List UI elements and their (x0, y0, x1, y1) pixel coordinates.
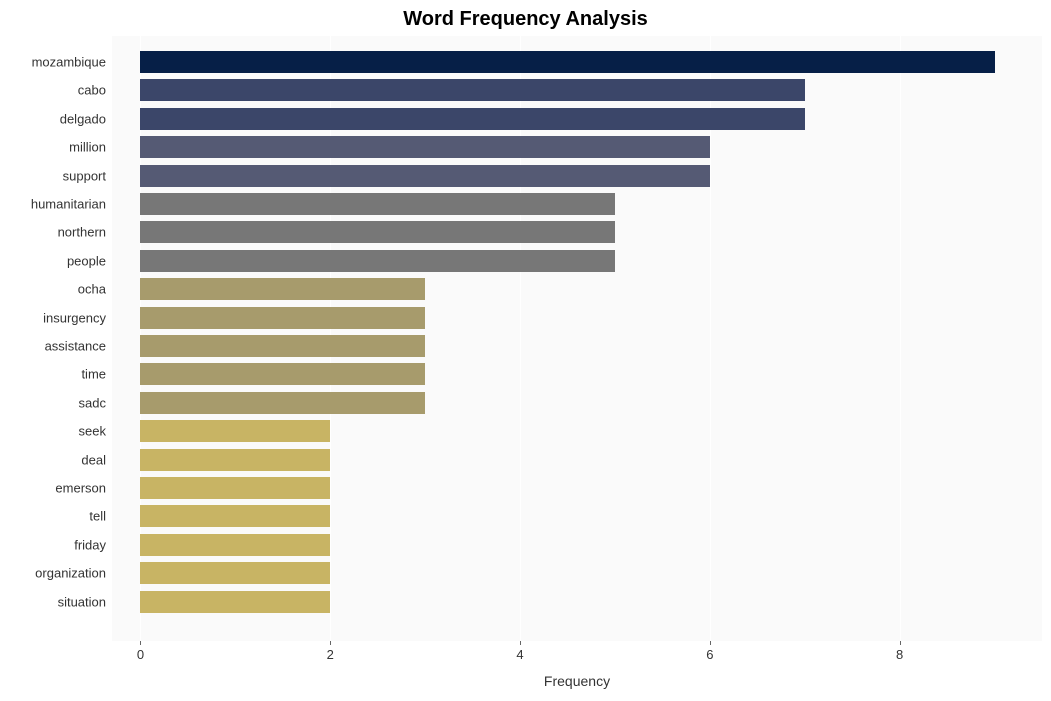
y-tick-label: tell (89, 509, 106, 524)
y-tick-label: sadc (79, 395, 106, 410)
bar (140, 165, 709, 187)
bar (140, 449, 330, 471)
bar (140, 193, 614, 215)
chart-container: Word Frequency Analysis Frequency 02468m… (0, 0, 1051, 701)
bar (140, 307, 425, 329)
y-tick-label: organization (35, 566, 106, 581)
x-tick-mark (900, 641, 901, 645)
chart-title: Word Frequency Analysis (0, 8, 1051, 31)
y-tick-label: ocha (78, 282, 106, 297)
bar (140, 562, 330, 584)
bar (140, 335, 425, 357)
bar (140, 136, 709, 158)
plot-area: Frequency 02468mozambiquecabodelgadomill… (112, 36, 1042, 641)
x-tick-mark (330, 641, 331, 645)
y-tick-label: support (63, 168, 106, 183)
bar (140, 221, 614, 243)
x-tick-mark (140, 641, 141, 645)
bar (140, 51, 994, 73)
x-tick-label: 6 (706, 647, 713, 662)
bar (140, 392, 425, 414)
x-tick-label: 0 (137, 647, 144, 662)
bar (140, 108, 804, 130)
bar (140, 79, 804, 101)
bar (140, 363, 425, 385)
y-tick-label: mozambique (32, 55, 106, 70)
y-tick-label: delgado (60, 111, 106, 126)
x-axis-label: Frequency (544, 673, 610, 689)
y-tick-label: time (81, 367, 106, 382)
bar (140, 420, 330, 442)
bar (140, 250, 614, 272)
bar (140, 591, 330, 613)
y-tick-label: insurgency (43, 310, 106, 325)
x-tick-label: 2 (327, 647, 334, 662)
bar (140, 278, 425, 300)
x-tick-mark (520, 641, 521, 645)
x-tick-label: 8 (896, 647, 903, 662)
y-tick-label: emerson (55, 481, 106, 496)
x-tick-label: 4 (516, 647, 523, 662)
x-tick-mark (710, 641, 711, 645)
y-tick-label: million (69, 140, 106, 155)
y-tick-label: seek (79, 424, 106, 439)
y-tick-label: assistance (45, 339, 106, 354)
bar (140, 534, 330, 556)
y-tick-label: cabo (78, 83, 106, 98)
x-gridline (900, 36, 901, 641)
y-tick-label: northern (58, 225, 106, 240)
bar (140, 505, 330, 527)
y-tick-label: situation (58, 594, 106, 609)
y-tick-label: deal (81, 452, 106, 467)
bar (140, 477, 330, 499)
y-tick-label: humanitarian (31, 197, 106, 212)
y-tick-label: friday (74, 537, 106, 552)
y-tick-label: people (67, 253, 106, 268)
